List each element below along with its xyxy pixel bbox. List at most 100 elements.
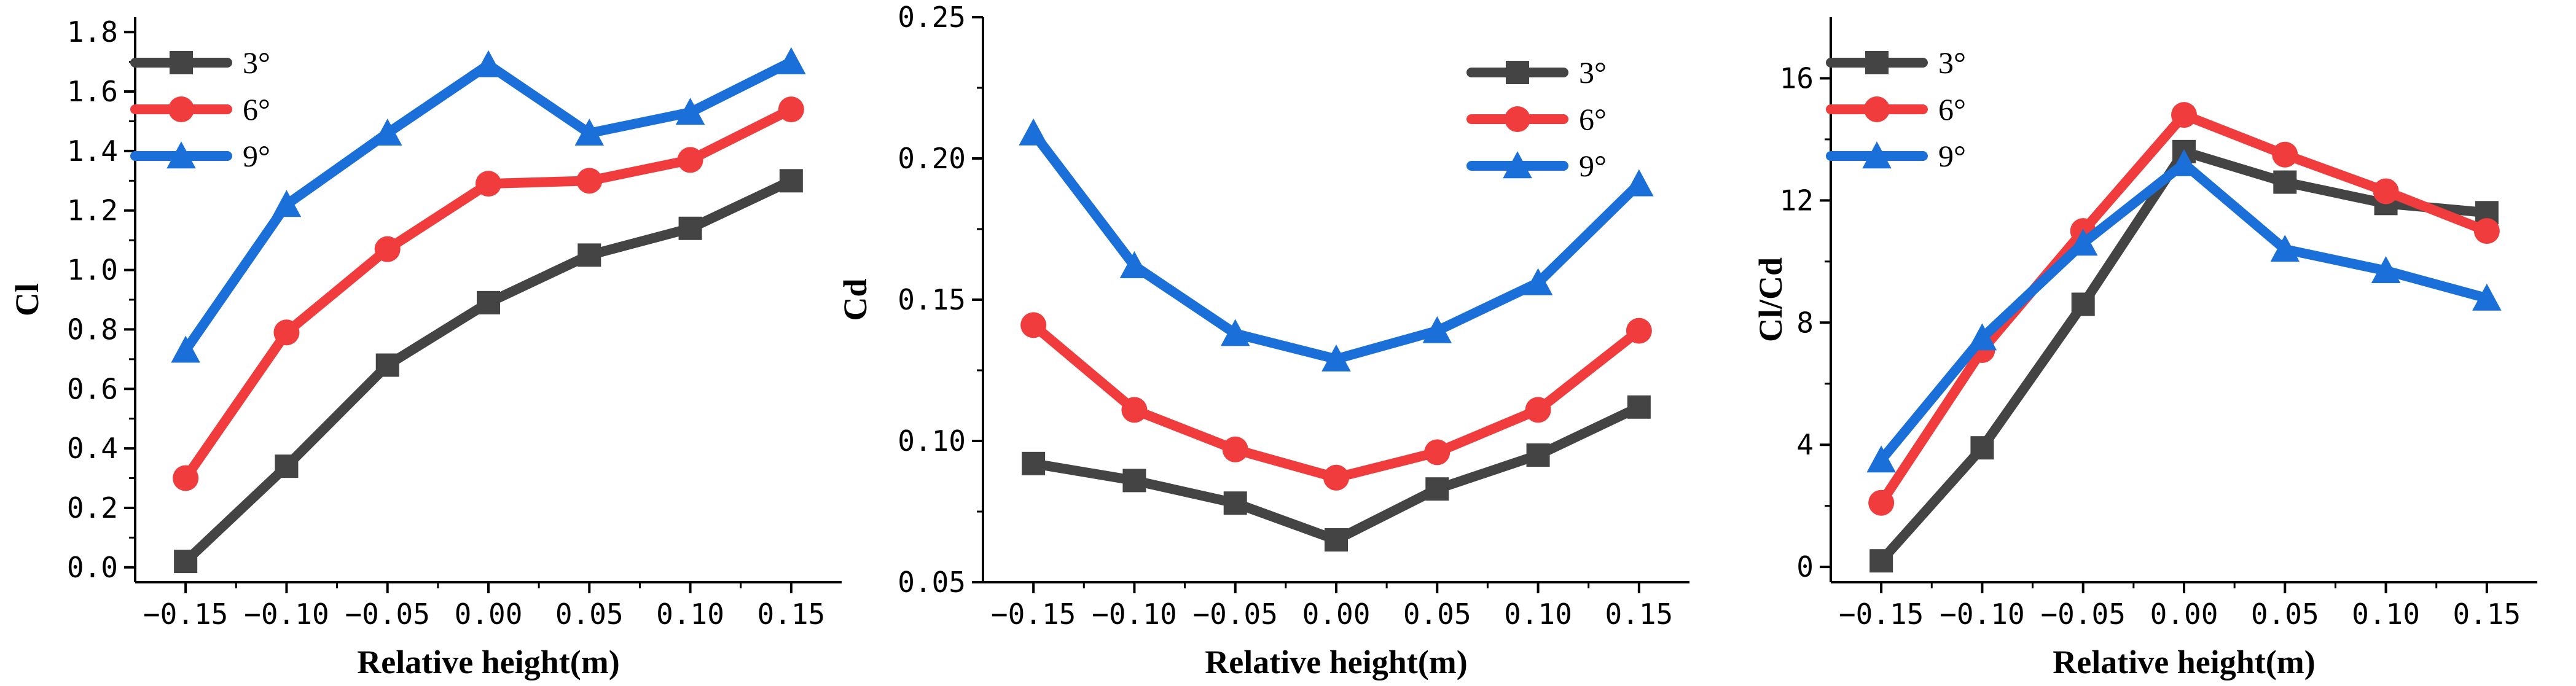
legend-label: 9° [1579, 149, 1607, 183]
data-point [1624, 169, 1654, 197]
legend-label: 9° [1938, 139, 1966, 173]
data-point [1868, 489, 1895, 516]
legend-marker [1865, 51, 1889, 74]
y-tick-label: 0 [1796, 550, 1814, 583]
data-point [374, 236, 401, 262]
legend-marker [170, 51, 193, 74]
x-axis-title: Relative height(m) [2053, 644, 2315, 680]
data-point [777, 47, 806, 74]
x-tick-label: 0.05 [1403, 598, 1471, 631]
data-point [1121, 397, 1148, 423]
data-point [1525, 397, 1551, 423]
y-tick-label: 0.4 [67, 432, 118, 465]
data-point [1526, 443, 1550, 467]
data-point [477, 290, 500, 314]
data-point [1321, 344, 1351, 372]
data-point [1222, 436, 1248, 462]
data-point [2473, 218, 2500, 244]
x-tick-label: 0.15 [1605, 598, 1673, 631]
x-axis-title: Relative height(m) [357, 644, 619, 680]
data-point [171, 335, 200, 363]
data-point [1970, 436, 1994, 460]
y-tick-label: 0.15 [898, 283, 966, 316]
data-point [675, 98, 705, 125]
data-point [1866, 445, 1896, 473]
x-tick-label: 0.00 [1302, 598, 1371, 631]
data-point [2472, 283, 2502, 311]
chart-panel-1: 0.0 0.2 0.4 0.6 0.8 1.0 1.2 1.4 1.6 1.8 −0.15 −0.10… [9, 15, 842, 680]
legend-marker [1862, 141, 1892, 169]
chart-panel-2: 0.05 0.10 0.15 0.20 0.25 −0.15 −0.10 −0.05 0.00 0… [837, 1, 1689, 680]
legend-marker [166, 141, 196, 169]
legend-label: 3° [1938, 45, 1966, 80]
y-tick-label: 1.0 [67, 254, 118, 287]
y-tick-label: 1.2 [67, 194, 118, 227]
y-tick-label: 0.6 [67, 372, 118, 405]
data-point [2171, 102, 2197, 128]
y-tick-label: 0.20 [898, 142, 966, 175]
data-point [677, 147, 703, 173]
legend-marker [168, 96, 194, 122]
data-point [2373, 178, 2399, 205]
y-axis-title: Cd [837, 278, 874, 321]
x-tick-label: 0.10 [2352, 598, 2420, 631]
legend-marker [1505, 106, 1530, 132]
data-point [474, 50, 503, 77]
data-point [2068, 228, 2098, 256]
data-point [678, 216, 702, 240]
data-point [2071, 292, 2095, 316]
legend: 3° 6° 9° [130, 45, 270, 173]
legend-marker [1503, 151, 1532, 179]
x-tick-label: −0.05 [1192, 598, 1277, 631]
data-point [1022, 451, 1046, 475]
data-point [275, 454, 299, 478]
x-tick-label: −0.05 [2040, 598, 2125, 631]
data-point [272, 190, 302, 217]
data-point [574, 119, 605, 146]
legend-label: 6° [1938, 92, 1966, 127]
legend-marker [1864, 96, 1890, 122]
data-point [577, 243, 601, 267]
x-tick-label: 0.15 [757, 598, 825, 631]
y-tick-label: 0.10 [898, 424, 966, 458]
y-tick-label: 1.8 [67, 15, 118, 49]
data-point [1020, 312, 1047, 338]
x-tick-label: 0.05 [2251, 598, 2319, 631]
data-point [1323, 464, 1349, 491]
data-point [1019, 118, 1048, 146]
data-point [1422, 316, 1452, 343]
data-point [1119, 251, 1149, 278]
legend-label: 6° [1579, 102, 1607, 136]
x-tick-label: −0.10 [1940, 598, 2024, 631]
data-point [174, 550, 198, 574]
data-point [173, 465, 199, 491]
y-tick-label: 8 [1796, 306, 1814, 339]
data-point [1869, 549, 1893, 573]
data-point [2272, 141, 2298, 168]
legend-label: 9° [243, 139, 270, 173]
data-point [1220, 319, 1250, 346]
x-tick-label: 0.00 [455, 598, 523, 631]
x-tick-label: −0.15 [143, 598, 228, 631]
y-tick-label: 12 [1780, 184, 1814, 217]
legend-label: 3° [243, 45, 270, 80]
data-point [576, 168, 603, 194]
legend-marker [1506, 61, 1529, 84]
data-point [1627, 395, 1651, 419]
y-axis-title: Cl/Cd [1752, 257, 1789, 342]
data-point [778, 96, 804, 123]
legend: 3° 6° 9° [1826, 45, 1966, 173]
data-point [372, 119, 402, 146]
x-tick-label: 0.15 [2453, 598, 2521, 631]
data-point [779, 169, 803, 193]
chart-panel-3: 0 4 8 12 16 −0.15 −0.10 −0.05 0.00 0.05 0.10 0.15 Re… [1752, 17, 2537, 680]
data-point [2371, 256, 2401, 283]
data-point [1425, 477, 1449, 501]
data-point [1523, 268, 1553, 295]
y-tick-label: 0.0 [67, 551, 118, 584]
data-point [1325, 528, 1348, 552]
data-point [1223, 491, 1247, 515]
x-tick-label: 0.10 [1504, 598, 1572, 631]
legend: 3° 6° 9° [1466, 55, 1607, 183]
x-tick-label: −0.15 [991, 598, 1076, 631]
